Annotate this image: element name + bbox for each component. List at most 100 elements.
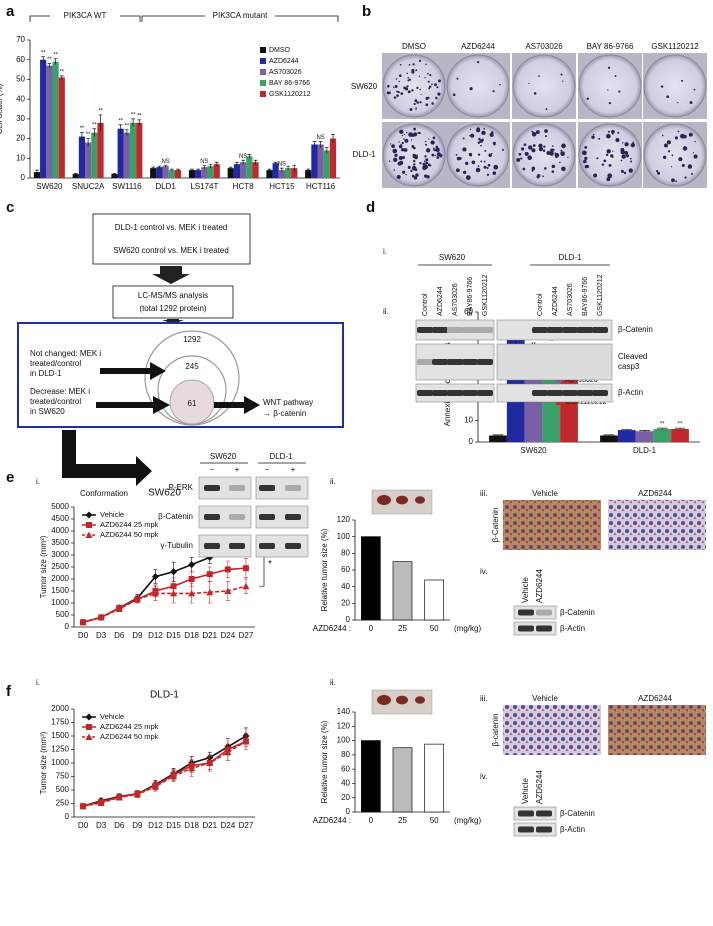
error-bar	[80, 132, 84, 141]
colony	[411, 68, 415, 72]
colony	[694, 140, 696, 143]
line	[82, 585, 247, 623]
colony	[614, 75, 617, 77]
flow-box	[92, 213, 251, 265]
group-label: PIK3CA mutant	[213, 11, 268, 20]
colony	[407, 165, 411, 169]
marker	[86, 522, 92, 528]
colony	[462, 147, 467, 152]
blot-row-label: β-Actin	[618, 388, 643, 397]
x-tick-label: D24	[221, 631, 236, 640]
panel-letter: f	[6, 683, 12, 700]
column-label: AZD6244	[461, 42, 495, 51]
colony	[666, 140, 671, 145]
column-label: BAY 86-9766	[587, 42, 634, 51]
significance: **	[86, 132, 91, 138]
y-tick-label: 250	[56, 799, 70, 808]
colony	[470, 128, 472, 130]
lane-label: −	[265, 465, 270, 474]
x-tick-label: LS174T	[190, 182, 218, 191]
colony	[415, 173, 419, 177]
y-tick-label: 750	[56, 772, 70, 781]
bar	[489, 435, 507, 442]
colony	[544, 167, 547, 170]
y-tick-label: 40	[341, 582, 350, 591]
column-label: DMSO	[402, 42, 426, 51]
colony	[532, 144, 536, 147]
colony	[408, 64, 411, 66]
marker	[133, 790, 141, 798]
x-tick-label: DLD-1	[633, 446, 657, 455]
colony	[621, 154, 626, 159]
colony	[584, 156, 588, 161]
bar	[291, 168, 298, 178]
colony	[524, 151, 529, 156]
colony	[516, 158, 521, 162]
colony	[531, 169, 534, 172]
significance: **	[41, 50, 46, 56]
colony	[521, 147, 525, 151]
colony	[675, 180, 677, 183]
label-bg	[50, 10, 120, 22]
colony	[405, 173, 407, 176]
blot-band	[532, 390, 548, 396]
colony	[622, 142, 624, 144]
blot-band	[285, 485, 301, 491]
colony	[396, 94, 399, 97]
error-bar	[208, 163, 213, 169]
blot-band	[229, 543, 245, 549]
colony	[538, 143, 543, 148]
blot-band	[536, 810, 552, 817]
y-tick-label: 80	[341, 548, 350, 557]
bar	[233, 164, 241, 178]
blot-row-label: β-Catenin	[560, 608, 595, 617]
colony	[429, 164, 431, 167]
group-label: PIK3CA WT	[64, 11, 107, 20]
colony	[486, 166, 489, 170]
ihc-image	[608, 500, 706, 550]
venn-count: 245	[185, 362, 199, 371]
blot-band	[417, 327, 433, 333]
flow-arrow	[162, 319, 184, 324]
colony	[469, 135, 471, 137]
colony	[398, 80, 400, 83]
bar	[156, 167, 163, 178]
colony	[598, 137, 601, 140]
lane-label: +	[235, 465, 240, 474]
colony	[409, 107, 413, 111]
bar	[600, 435, 618, 442]
error-bar	[235, 161, 239, 167]
y-axis-label: Tumor size (mm³)	[39, 535, 48, 598]
sub-label: ii.	[383, 307, 389, 316]
image-label: Vehicle	[532, 489, 558, 498]
colony	[404, 138, 409, 143]
result-text: → β-catenin	[263, 409, 306, 418]
colony	[623, 171, 627, 175]
result-text: WNT pathway	[263, 398, 313, 407]
bar	[305, 170, 312, 178]
blot-band	[417, 390, 433, 396]
error-bar	[86, 138, 90, 147]
colony	[403, 86, 407, 90]
colony	[551, 164, 556, 169]
bar	[246, 156, 253, 178]
colony	[657, 171, 661, 175]
tumor	[415, 496, 425, 504]
significance: NS	[239, 154, 247, 160]
colony	[483, 128, 486, 130]
bar	[111, 174, 118, 178]
bar	[266, 170, 273, 178]
colony	[429, 74, 432, 77]
marker	[85, 511, 93, 519]
colony	[542, 149, 546, 152]
significance: **	[53, 52, 58, 58]
flow-arrow	[62, 430, 152, 486]
sub-label: i.	[383, 247, 387, 256]
colony	[632, 141, 634, 143]
y-tick-label: 1500	[51, 586, 69, 595]
colony	[431, 83, 433, 86]
column-label: GSK1120212	[651, 42, 699, 51]
blot-band	[577, 327, 593, 333]
colony	[543, 145, 546, 148]
colony	[416, 154, 418, 156]
